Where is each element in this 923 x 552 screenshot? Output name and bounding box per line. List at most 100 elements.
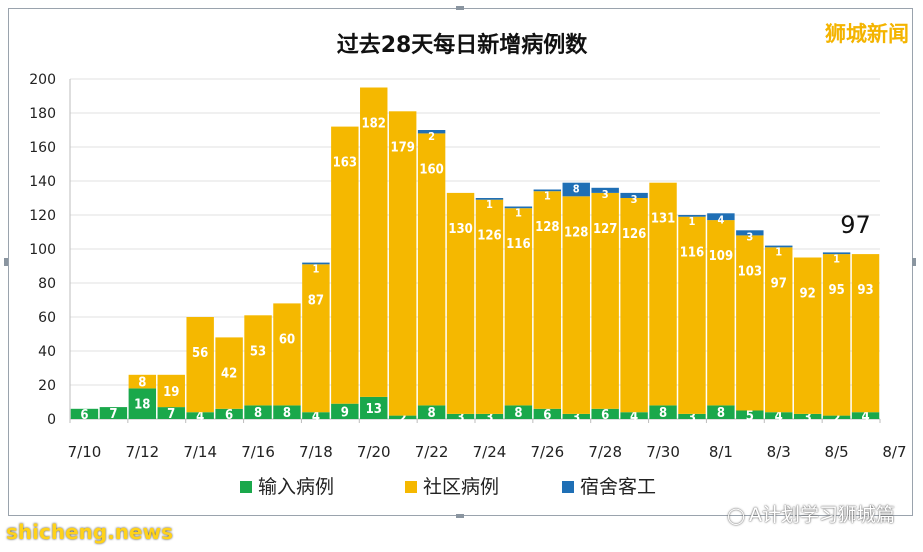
bar-community <box>765 247 793 413</box>
data-label: 182 <box>362 117 386 132</box>
bar-imported <box>99 407 128 419</box>
data-label: 160 <box>419 162 443 177</box>
bar-imported <box>562 413 590 419</box>
bar-imported <box>446 413 475 419</box>
bar-imported <box>244 405 272 419</box>
bar-community <box>244 315 272 406</box>
bar-community <box>736 235 764 411</box>
x-tick-label: 8/1 <box>709 443 733 461</box>
bar-dormitory <box>562 182 590 197</box>
bar-imported <box>186 412 214 419</box>
x-tick-label: 7/28 <box>588 443 622 461</box>
bar-imported <box>822 415 851 419</box>
bar-imported <box>128 388 157 419</box>
bar-imported <box>331 403 359 419</box>
data-label: 126 <box>477 229 501 244</box>
bar-community <box>475 199 504 414</box>
bar-dormitory <box>678 215 706 217</box>
bar-community <box>128 374 157 389</box>
frame-handle-left[interactable] <box>4 258 8 266</box>
data-label: 128 <box>564 225 588 240</box>
data-label: 2 <box>833 411 841 426</box>
y-tick-label: 40 <box>38 344 56 360</box>
bar-imported <box>765 412 793 419</box>
bar-community <box>822 254 851 416</box>
bar-community <box>793 257 822 414</box>
bar-imported <box>707 405 735 419</box>
bar-dormitory <box>417 130 446 134</box>
bar-community <box>302 264 330 413</box>
bar-community <box>360 87 388 397</box>
bar-imported <box>302 412 330 419</box>
site-watermark: shicheng.news <box>6 520 173 544</box>
data-label: 9 <box>341 405 349 420</box>
x-tick-label: 7/22 <box>415 443 449 461</box>
data-label: 1 <box>689 215 696 228</box>
bar-imported <box>504 405 533 419</box>
data-label: 87 <box>308 293 324 308</box>
bar-community <box>504 208 533 406</box>
data-label: 1 <box>544 190 551 203</box>
legend-swatch <box>405 481 417 493</box>
data-label: 3 <box>631 193 638 206</box>
legend-label: 社区病例 <box>423 476 499 498</box>
brand-watermark: 狮城新闻 <box>825 22 909 46</box>
data-label: 92 <box>800 287 816 302</box>
bar-community <box>707 220 735 406</box>
data-label: 53 <box>250 344 266 359</box>
bar-dormitory <box>302 262 330 265</box>
bar-imported <box>851 412 880 419</box>
legend-label: 输入病例 <box>258 476 334 498</box>
x-tick-label: 8/7 <box>882 443 906 461</box>
data-label: 3 <box>804 410 812 425</box>
data-label: 7 <box>167 407 175 422</box>
data-label: 3 <box>456 410 464 425</box>
bar-community <box>215 337 243 409</box>
data-label: 19 <box>163 385 179 400</box>
frame-handle-bottom[interactable] <box>456 514 464 518</box>
y-tick-label: 120 <box>29 208 56 224</box>
data-label: 3 <box>746 230 753 243</box>
bar-dormitory <box>504 206 533 209</box>
data-label: 4 <box>630 410 638 425</box>
data-label: 6 <box>543 408 551 423</box>
x-tick-label: 7/26 <box>530 443 564 461</box>
data-label: 1 <box>486 198 493 211</box>
legend-swatch <box>240 481 252 493</box>
bar-imported <box>70 408 99 419</box>
data-label: 7 <box>109 407 117 422</box>
frame-handle-right[interactable] <box>912 258 916 266</box>
bar-dormitory <box>822 252 851 255</box>
data-label: 4 <box>861 410 869 425</box>
x-tick-label: 7/16 <box>241 443 275 461</box>
bar-dormitory <box>707 213 735 221</box>
chart-title: 过去28天每日新增病例数 <box>337 32 589 58</box>
data-label: 1 <box>515 207 522 220</box>
data-label: 97 <box>771 276 787 291</box>
data-label: 6 <box>601 408 609 423</box>
data-label: 1 <box>775 246 782 259</box>
bar-community <box>446 192 475 414</box>
bar-dormitory <box>620 192 648 198</box>
bar-community <box>157 374 185 408</box>
data-label: 8 <box>254 406 262 421</box>
data-label: 8 <box>659 406 667 421</box>
y-tick-label: 20 <box>38 378 56 394</box>
frame-handle-top[interactable] <box>456 6 464 10</box>
bar-imported <box>215 408 243 419</box>
x-tick-label: 7/24 <box>473 443 507 461</box>
x-tick-label: 7/30 <box>646 443 680 461</box>
bar-imported <box>591 408 619 419</box>
data-label: 131 <box>651 212 675 227</box>
data-label: 116 <box>680 246 704 261</box>
data-label: 2 <box>399 411 407 426</box>
bar-community <box>273 303 301 406</box>
bar-community <box>388 111 417 416</box>
y-tick-label: 160 <box>29 140 56 156</box>
bar-imported <box>678 413 706 419</box>
bar-community <box>620 198 648 413</box>
data-label: 6 <box>80 408 88 423</box>
bar-community <box>851 254 880 413</box>
bar-community <box>417 133 446 406</box>
